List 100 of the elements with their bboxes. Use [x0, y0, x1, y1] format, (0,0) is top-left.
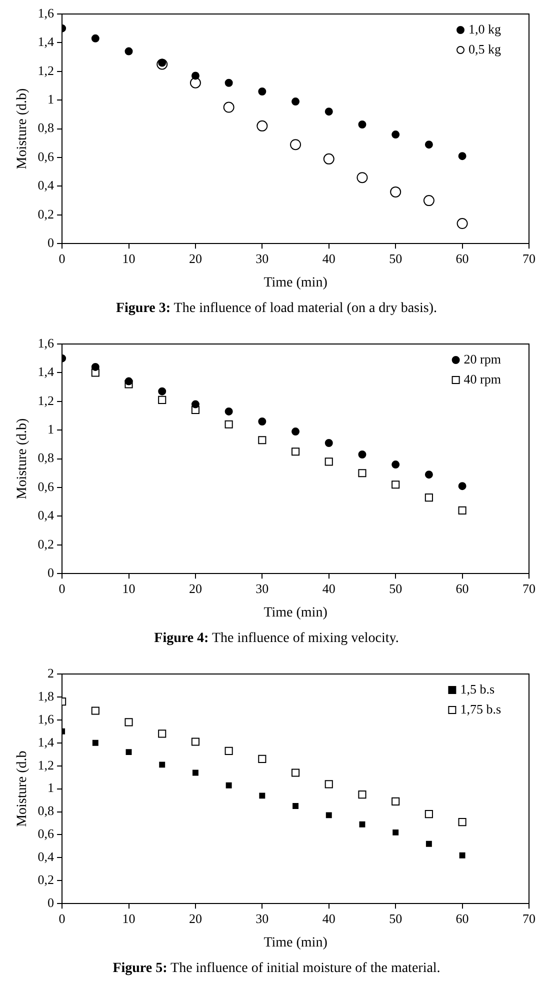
point [424, 140, 433, 149]
point [158, 730, 166, 738]
x-axis-title: Time (min) [264, 935, 328, 950]
x-tick-label: 10 [122, 580, 136, 596]
point [323, 153, 334, 164]
point [358, 469, 366, 478]
y-tick-label: 0 [48, 565, 54, 580]
point [224, 420, 233, 428]
x-tick-label: 50 [389, 910, 402, 926]
y-tick-label: 0,6 [38, 826, 55, 842]
point [456, 218, 468, 230]
y-tick-label: 0,8 [38, 803, 54, 818]
point [424, 470, 433, 479]
point [458, 482, 466, 490]
x-tick-label: 60 [456, 580, 469, 596]
point [158, 58, 166, 67]
y-tick-label: 0,2 [38, 206, 54, 222]
x-tick-label: 40 [322, 910, 336, 926]
point [226, 782, 232, 788]
y-tick-label: 1,4 [38, 734, 55, 750]
point [192, 770, 198, 776]
point [191, 400, 200, 408]
y-tick-label: 0,6 [38, 478, 55, 494]
legend-label: 40 rpm [464, 371, 502, 386]
point [91, 34, 100, 42]
y-tick-label: 1,8 [38, 688, 54, 704]
x-tick-label: 0 [58, 250, 66, 266]
point [124, 718, 133, 726]
y-tick-label: 1,2 [38, 392, 54, 408]
point [224, 407, 233, 416]
y-tick-label: 1,4 [38, 34, 55, 50]
point [324, 780, 333, 788]
x-tick-label: 20 [188, 580, 202, 596]
y-axis-title: Moisture (d.b [15, 750, 30, 827]
point [392, 797, 400, 806]
x-tick-label: 70 [522, 580, 536, 596]
point [224, 78, 233, 87]
point [392, 460, 400, 469]
x-tick-label: 30 [256, 250, 269, 266]
x-tick-label: 10 [122, 250, 136, 266]
point [292, 98, 300, 106]
legend-label: 1,75 b.s [460, 701, 502, 716]
point [258, 436, 266, 444]
y-tick-label: 0 [48, 235, 54, 250]
point [91, 362, 100, 371]
point [424, 494, 433, 502]
point [258, 754, 266, 763]
point [359, 821, 366, 828]
y-tick-label: 0,4 [38, 178, 55, 193]
y-axis-title: Moisture (d.b) [15, 418, 30, 500]
caption: Figure 4: The influence of mixing velocity. [153, 631, 400, 647]
point [426, 840, 432, 847]
point [259, 792, 266, 799]
y-tick-label: 1 [48, 422, 54, 437]
point [390, 186, 402, 198]
x-tick-label: 40 [322, 580, 336, 596]
point [424, 810, 433, 818]
legend-label: 1,0 kg [468, 21, 502, 36]
y-tick-label: 0,8 [38, 450, 54, 466]
x-tick-label: 30 [256, 910, 269, 926]
point [458, 152, 466, 160]
point [258, 417, 266, 426]
x-axis-title: Time (min) [264, 275, 328, 290]
x-tick-label: 10 [122, 910, 136, 926]
caption: Figure 3: The influence of load material (on a dry basis). [114, 301, 438, 317]
y-tick-label: 1,2 [38, 757, 54, 772]
point [358, 450, 366, 458]
point [224, 746, 233, 755]
point [191, 738, 200, 746]
point [358, 120, 366, 128]
point [256, 120, 268, 132]
caption: Figure 5: The influence of initial moisture of the material. [112, 961, 442, 977]
x-tick-label: 50 [389, 580, 402, 596]
x-tick-label: 0 [58, 910, 66, 926]
y-tick-label: 1,6 [38, 5, 55, 20]
y-tick-label: 1,6 [38, 711, 55, 726]
x-tick-label: 60 [456, 910, 469, 926]
x-tick-label: 0 [58, 580, 66, 596]
legend-label: 20 rpm [464, 351, 502, 366]
x-tick-label: 70 [522, 250, 536, 266]
point [258, 87, 266, 96]
point [356, 172, 368, 184]
point [324, 458, 333, 466]
y-tick-label: 1,6 [38, 335, 55, 350]
x-tick-label: 70 [522, 910, 536, 926]
x-tick-label: 40 [322, 250, 336, 266]
y-tick-label: 0,2 [38, 536, 54, 552]
point [292, 428, 300, 436]
legend-label: 0,5 kg [468, 41, 502, 56]
y-tick-label: 0,6 [38, 148, 55, 164]
point [292, 803, 298, 809]
point [326, 812, 332, 818]
y-tick-label: 1,4 [38, 364, 55, 380]
x-tick-label: 20 [188, 910, 202, 926]
y-tick-label: 0,8 [38, 120, 54, 136]
y-tick-label: 2 [48, 665, 54, 680]
x-tick-label: 20 [188, 250, 202, 266]
y-tick-label: 1 [48, 92, 54, 107]
y-axis-title: Moisture (d.b) [15, 88, 30, 170]
point [324, 439, 333, 448]
